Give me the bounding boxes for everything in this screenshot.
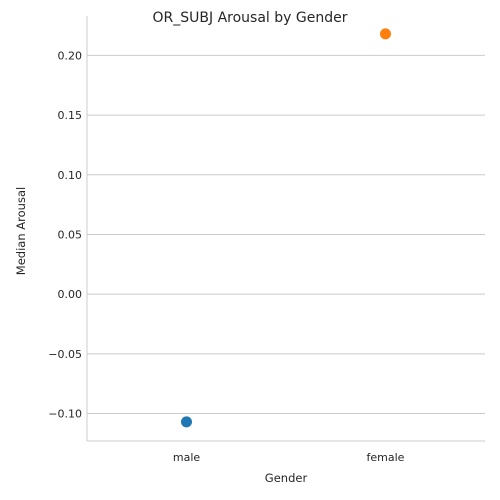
x-tick-label: female xyxy=(367,451,405,464)
data-point-female xyxy=(380,28,391,40)
y-axis-label: Median Arousal xyxy=(14,187,28,275)
data-point-male xyxy=(181,416,192,428)
y-tick-label: 0.05 xyxy=(58,228,83,241)
x-tick-labels: male female xyxy=(173,451,405,464)
y-tick-label: 0.00 xyxy=(58,288,83,301)
y-tick-label: 0.10 xyxy=(58,169,83,182)
grid-layer xyxy=(87,54,485,415)
y-tick-label: −0.10 xyxy=(48,408,82,421)
y-tick-label: 0.20 xyxy=(58,49,83,62)
y-tick-label: −0.05 xyxy=(48,348,82,361)
x-tick-label: male xyxy=(173,451,201,464)
y-tick-labels: −0.10 −0.05 0.00 0.05 0.10 0.15 0.20 xyxy=(48,49,82,420)
y-tick-label: 0.15 xyxy=(58,109,83,122)
chart-title: OR_SUBJ Arousal by Gender xyxy=(153,10,348,26)
x-axis-label: Gender xyxy=(265,471,308,485)
data-points xyxy=(181,28,391,428)
